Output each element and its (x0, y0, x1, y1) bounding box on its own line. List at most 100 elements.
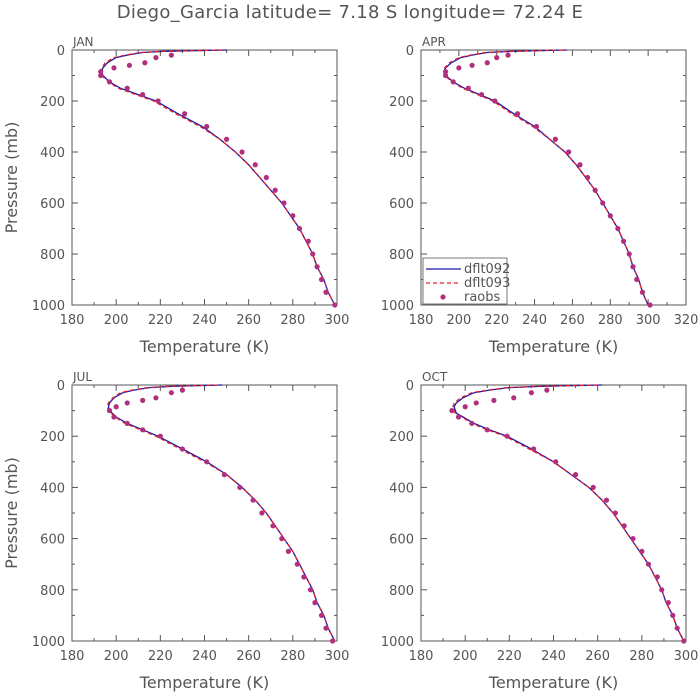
x-tick-label: 240 (541, 649, 566, 664)
x-tick-label: 200 (446, 313, 471, 328)
raobs-point (566, 149, 572, 155)
raobs-point (157, 433, 163, 439)
raobs-point (204, 459, 210, 465)
y-tick-label: 200 (40, 430, 65, 445)
raobs-point (577, 162, 583, 168)
raobs-point (450, 79, 456, 85)
raobs-point (469, 62, 475, 68)
raobs-point (140, 397, 146, 403)
raobs-point (449, 408, 455, 414)
dflt093-line (100, 49, 336, 306)
raobs-point (456, 65, 462, 71)
raobs-point (111, 65, 117, 71)
raobs-point (312, 600, 318, 606)
raobs-point (279, 536, 285, 542)
raobs-point (113, 404, 119, 410)
plot-frame (420, 384, 687, 642)
panel-month-label: JUL (72, 370, 92, 384)
raobs-point (155, 98, 161, 104)
raobs-point (592, 187, 598, 193)
raobs-point (544, 387, 550, 393)
raobs-point (323, 625, 329, 631)
y-tick-label: 600 (389, 533, 414, 548)
raobs-point (626, 251, 632, 257)
raobs-point (492, 98, 498, 104)
y-tick-label: 1000 (32, 635, 65, 650)
raobs-point (630, 264, 636, 270)
x-tick-label: 220 (148, 313, 173, 328)
raobs-point (639, 548, 645, 555)
raobs-point (126, 62, 133, 68)
raobs-point (252, 162, 258, 168)
raobs-point (111, 414, 117, 420)
raobs-point (531, 446, 537, 452)
x-tick-label: 320 (674, 313, 699, 328)
panel-month-label: JAN (72, 35, 94, 49)
raobs-point (590, 484, 596, 490)
raobs-point (318, 612, 325, 619)
y-tick-label: 600 (389, 197, 414, 212)
raobs-point (639, 289, 646, 295)
raobs-point (478, 92, 485, 98)
raobs-point (179, 387, 186, 393)
x-tick-label: 220 (497, 649, 522, 664)
legend-raobs-marker (440, 294, 446, 300)
raobs-point (285, 548, 292, 555)
y-tick-label: 400 (389, 481, 414, 496)
raobs-point (665, 600, 671, 606)
raobs-point (553, 459, 559, 465)
raobs-point (305, 238, 311, 244)
x-tick-label: 240 (192, 313, 217, 328)
legend-label: dflt092 (464, 262, 510, 277)
plot-frame (71, 384, 338, 642)
chart-panel-oct: 180 200 220 240 260 280 300 0 200 400 600 800 1000 OC… (381, 370, 699, 692)
x-axis-title: Temperature (K) (488, 337, 618, 356)
y-axis-title: Pressure (mb) (2, 122, 21, 234)
y-axis-title: Pressure (mb) (2, 457, 21, 569)
raobs-point (270, 523, 276, 529)
raobs-point (301, 574, 307, 580)
raobs-point (124, 400, 130, 406)
x-tick-label: 180 (60, 649, 85, 664)
raobs-point (259, 510, 265, 516)
raobs-point (491, 397, 497, 403)
x-tick-label: 220 (484, 313, 509, 328)
raobs-point (443, 72, 449, 79)
y-tick-label: 800 (389, 584, 414, 599)
raobs-point (654, 574, 660, 580)
x-tick-label: 200 (104, 313, 129, 328)
raobs-point (124, 420, 130, 426)
x-tick-label: 280 (280, 313, 305, 328)
raobs-point (106, 408, 113, 414)
x-tick-label: 300 (674, 649, 699, 664)
raobs-point (142, 60, 148, 66)
chart-panel-jan: 180 200 220 240 260 280 300 0 200 400 600 800 1000 JA… (2, 35, 349, 356)
raobs-point (462, 404, 468, 410)
raobs-point (634, 276, 640, 283)
y-tick-label: 200 (389, 430, 414, 445)
y-tick-label: 0 (406, 44, 414, 59)
raobs-point (681, 638, 687, 644)
chart-panel-apr: 180 200 220 240 260 280 300 320 0 200 400 600 800 100… (381, 35, 699, 356)
x-axis-title: Temperature (K) (139, 673, 269, 692)
raobs-point (204, 123, 210, 130)
y-tick-label: 800 (40, 248, 65, 263)
dflt093-line (443, 49, 649, 306)
x-tick-label: 200 (453, 649, 478, 664)
raobs-point (494, 55, 500, 61)
raobs-point (124, 85, 130, 91)
y-tick-label: 1000 (32, 299, 65, 314)
raobs-point (612, 510, 618, 516)
raobs-point (179, 446, 186, 452)
x-tick-label: 240 (192, 649, 217, 664)
raobs-point (168, 390, 174, 396)
raobs-point (484, 60, 490, 66)
legend-box (422, 257, 508, 305)
dflt093-line (452, 384, 685, 642)
y-tick-label: 1000 (381, 635, 414, 650)
chart-panel-jul: 180 200 220 240 260 280 300 0 200 400 600 800 1000 JU… (2, 370, 349, 692)
raobs-point (318, 276, 325, 283)
x-tick-label: 260 (236, 649, 261, 664)
y-tick-label: 0 (57, 379, 65, 394)
y-tick-label: 600 (40, 197, 65, 212)
